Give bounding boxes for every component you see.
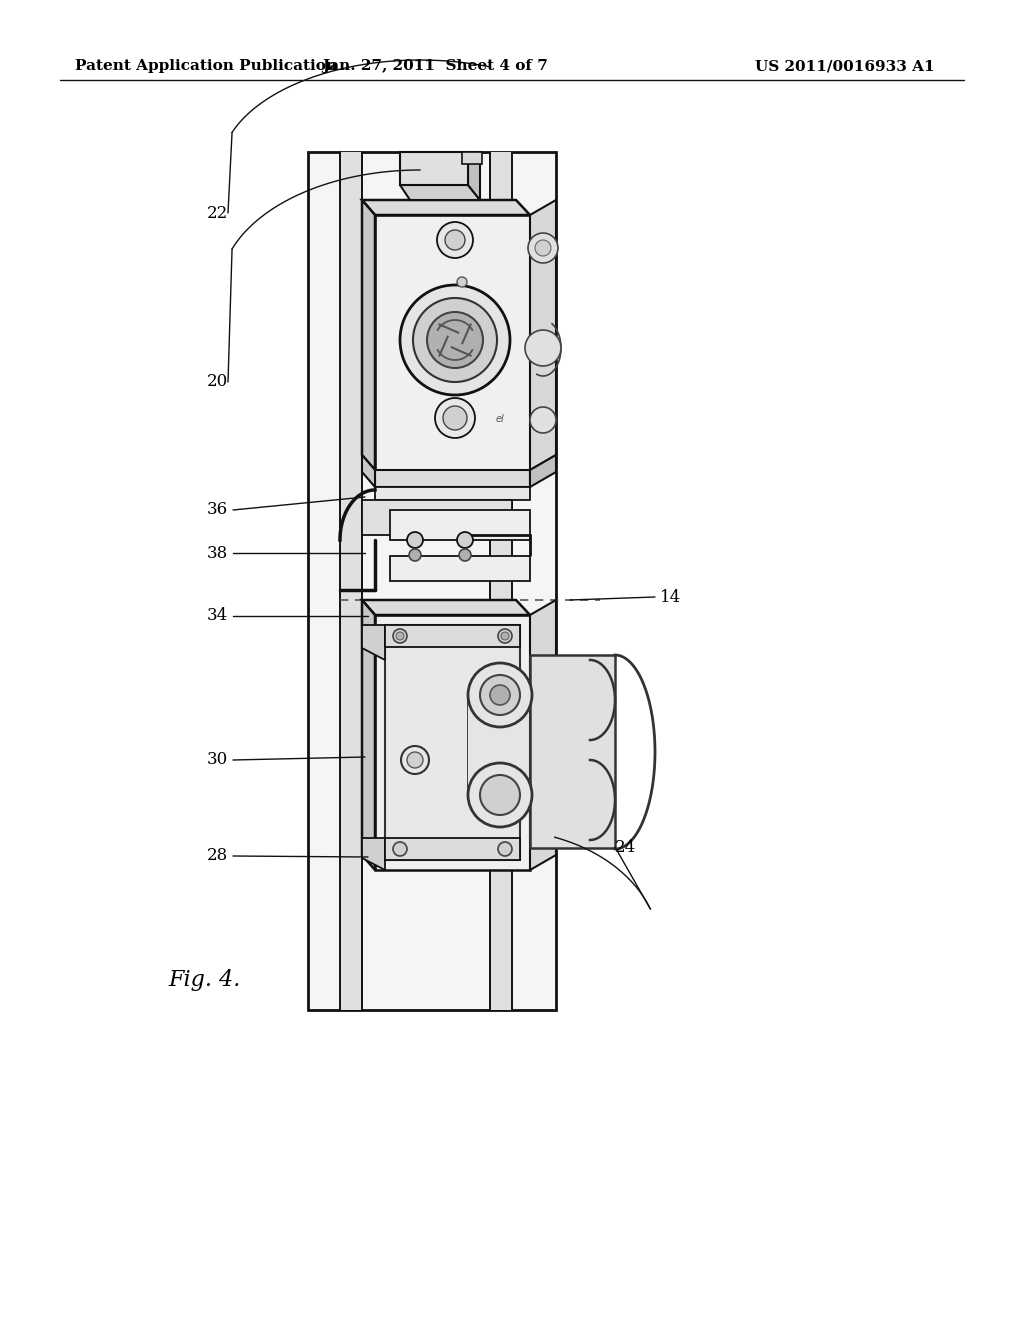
Circle shape: [530, 407, 556, 433]
Polygon shape: [375, 215, 530, 470]
Circle shape: [468, 663, 532, 727]
Circle shape: [427, 312, 483, 368]
Polygon shape: [530, 660, 590, 840]
Bar: [308, 152, 556, 1010]
Circle shape: [445, 230, 465, 249]
Polygon shape: [530, 655, 615, 847]
Polygon shape: [530, 201, 556, 470]
Polygon shape: [375, 615, 530, 870]
Text: 30: 30: [207, 751, 228, 768]
Polygon shape: [400, 152, 468, 185]
Text: 22: 22: [207, 205, 228, 222]
Bar: [390, 510, 530, 540]
Bar: [385, 838, 520, 861]
Bar: [385, 624, 520, 647]
Circle shape: [468, 763, 532, 828]
Polygon shape: [362, 601, 530, 615]
Polygon shape: [375, 487, 530, 500]
Circle shape: [407, 752, 423, 768]
Polygon shape: [362, 201, 530, 215]
Text: 36: 36: [207, 502, 228, 519]
Text: 34: 34: [207, 607, 228, 624]
Text: 38: 38: [207, 544, 228, 561]
Circle shape: [498, 842, 512, 855]
Text: 24: 24: [615, 838, 636, 855]
Text: 20: 20: [207, 374, 228, 391]
Circle shape: [480, 775, 520, 814]
Circle shape: [459, 549, 471, 561]
Circle shape: [407, 532, 423, 548]
Text: US 2011/0016933 A1: US 2011/0016933 A1: [755, 59, 935, 73]
Polygon shape: [375, 470, 530, 487]
Polygon shape: [530, 455, 556, 487]
Polygon shape: [362, 838, 385, 870]
Polygon shape: [362, 601, 375, 870]
Bar: [340, 152, 362, 1010]
Text: Patent Application Publication: Patent Application Publication: [75, 59, 337, 73]
Circle shape: [457, 277, 467, 286]
Circle shape: [437, 222, 473, 257]
Circle shape: [396, 632, 404, 640]
Polygon shape: [530, 601, 556, 870]
Text: 14: 14: [660, 589, 681, 606]
Bar: [490, 152, 512, 1010]
Bar: [385, 624, 520, 861]
Text: el: el: [496, 414, 505, 424]
Circle shape: [435, 399, 475, 438]
Circle shape: [393, 842, 407, 855]
Circle shape: [443, 407, 467, 430]
Circle shape: [490, 685, 510, 705]
Bar: [468, 696, 532, 795]
Polygon shape: [468, 152, 480, 201]
Circle shape: [457, 532, 473, 548]
Bar: [390, 556, 530, 581]
Circle shape: [393, 630, 407, 643]
Circle shape: [480, 675, 520, 715]
Polygon shape: [400, 185, 480, 201]
Circle shape: [409, 549, 421, 561]
Bar: [462, 152, 482, 164]
Circle shape: [525, 330, 561, 366]
Text: Fig. 4.: Fig. 4.: [168, 969, 241, 991]
Circle shape: [501, 632, 509, 640]
Circle shape: [535, 240, 551, 256]
Polygon shape: [362, 201, 375, 470]
Circle shape: [400, 285, 510, 395]
Circle shape: [413, 298, 497, 381]
Circle shape: [528, 234, 558, 263]
Circle shape: [498, 630, 512, 643]
Text: Jan. 27, 2011  Sheet 4 of 7: Jan. 27, 2011 Sheet 4 of 7: [323, 59, 548, 73]
Circle shape: [401, 746, 429, 774]
Bar: [362, 500, 512, 535]
Polygon shape: [362, 455, 375, 487]
Text: 28: 28: [207, 847, 228, 865]
Polygon shape: [362, 624, 385, 660]
